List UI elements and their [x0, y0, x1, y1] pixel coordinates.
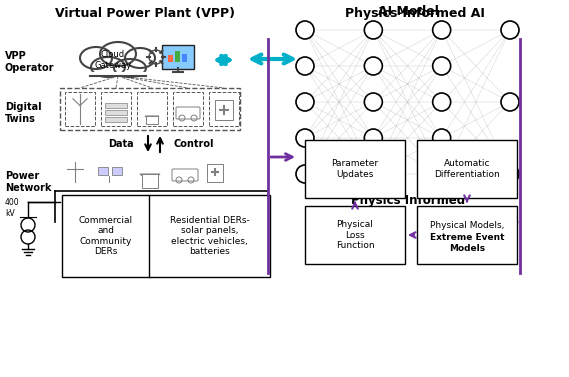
Text: Physical Models,: Physical Models,: [430, 221, 504, 230]
Text: Commercial
and
Community
DERs: Commercial and Community DERs: [79, 216, 133, 256]
FancyBboxPatch shape: [137, 92, 167, 126]
Ellipse shape: [125, 48, 155, 68]
Ellipse shape: [100, 42, 136, 66]
Text: AI Model: AI Model: [378, 5, 439, 18]
Ellipse shape: [91, 57, 125, 77]
Text: VPP
Operator: VPP Operator: [5, 51, 55, 73]
Circle shape: [501, 93, 519, 111]
Ellipse shape: [80, 47, 112, 69]
FancyBboxPatch shape: [112, 167, 122, 175]
Circle shape: [296, 57, 314, 75]
Circle shape: [432, 57, 451, 75]
Text: Virtual Power Plant (VPP): Virtual Power Plant (VPP): [55, 7, 235, 20]
FancyBboxPatch shape: [172, 169, 198, 181]
FancyBboxPatch shape: [101, 92, 131, 126]
Circle shape: [296, 129, 314, 147]
Circle shape: [296, 21, 314, 39]
FancyBboxPatch shape: [105, 103, 127, 108]
FancyBboxPatch shape: [65, 92, 95, 126]
Circle shape: [501, 21, 519, 39]
Circle shape: [364, 129, 382, 147]
FancyBboxPatch shape: [417, 140, 517, 198]
FancyBboxPatch shape: [209, 92, 239, 126]
FancyBboxPatch shape: [162, 45, 194, 69]
FancyBboxPatch shape: [146, 116, 158, 124]
Text: Automatic
Differentiation: Automatic Differentiation: [434, 159, 500, 179]
FancyBboxPatch shape: [105, 117, 127, 122]
Circle shape: [432, 93, 451, 111]
FancyBboxPatch shape: [142, 174, 158, 188]
Text: Physics Informed: Physics Informed: [351, 194, 465, 207]
Circle shape: [364, 165, 382, 183]
Text: Residential DERs-
solar panels,
electric vehicles,
batteries: Residential DERs- solar panels, electric…: [170, 216, 250, 256]
Circle shape: [364, 21, 382, 39]
FancyBboxPatch shape: [176, 107, 200, 119]
Circle shape: [296, 165, 314, 183]
Circle shape: [296, 93, 314, 111]
Circle shape: [364, 93, 382, 111]
Circle shape: [432, 165, 451, 183]
FancyBboxPatch shape: [175, 51, 180, 62]
Text: 400
kV: 400 kV: [5, 198, 19, 218]
FancyBboxPatch shape: [305, 140, 405, 198]
Circle shape: [501, 165, 519, 183]
Text: Physical
Loss
Function: Physical Loss Function: [336, 220, 374, 250]
FancyBboxPatch shape: [182, 54, 187, 62]
FancyBboxPatch shape: [98, 167, 108, 175]
Text: Cloud
Gateway: Cloud Gateway: [94, 50, 131, 70]
Circle shape: [364, 57, 382, 75]
Text: Extreme Event
Models: Extreme Event Models: [430, 233, 504, 253]
FancyBboxPatch shape: [62, 195, 270, 277]
Text: Data: Data: [108, 139, 134, 149]
FancyBboxPatch shape: [305, 206, 405, 264]
Text: Control: Control: [174, 139, 215, 149]
Text: Power
Network: Power Network: [5, 171, 52, 193]
FancyBboxPatch shape: [417, 206, 517, 264]
Text: Physics-Informed AI: Physics-Informed AI: [345, 7, 485, 20]
Text: Parameter
Updates: Parameter Updates: [331, 159, 378, 179]
Circle shape: [432, 129, 451, 147]
Text: Digital
Twins: Digital Twins: [5, 102, 42, 124]
Ellipse shape: [114, 59, 146, 77]
Circle shape: [432, 21, 451, 39]
FancyBboxPatch shape: [215, 100, 233, 120]
FancyBboxPatch shape: [60, 88, 240, 130]
FancyBboxPatch shape: [105, 110, 127, 115]
FancyBboxPatch shape: [173, 92, 203, 126]
FancyBboxPatch shape: [168, 55, 173, 62]
FancyBboxPatch shape: [207, 164, 223, 182]
